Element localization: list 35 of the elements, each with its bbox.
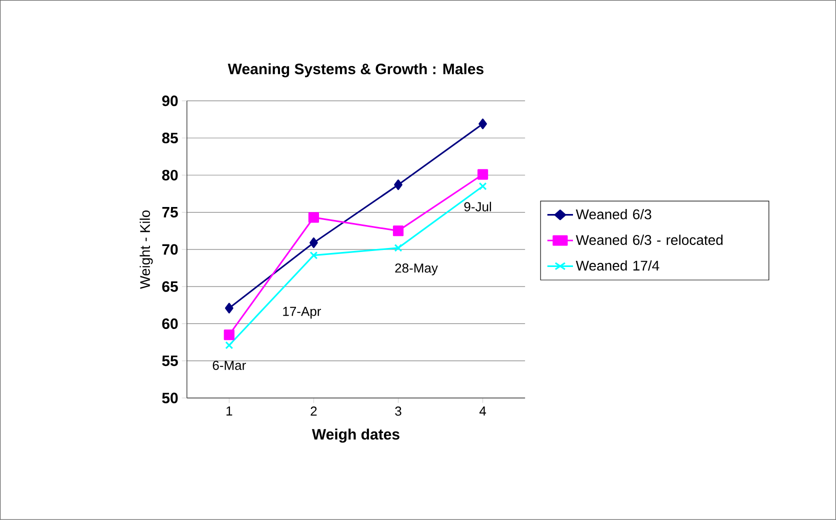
annotation: 6-Mar — [212, 360, 246, 370]
y-axis-title: Weight - Kilo — [140, 210, 153, 290]
annotation: 9-Jul — [464, 202, 491, 212]
point — [394, 180, 402, 190]
x-axis-title: Weigh dates — [312, 428, 400, 443]
chart-title: Weaning Systems & Growth : Males — [228, 63, 484, 78]
y-tick-label: 75 — [162, 207, 178, 218]
point — [224, 302, 234, 314]
y-tick-label: 85 — [162, 132, 178, 144]
x-tick-label: 2 — [310, 406, 317, 416]
point — [308, 212, 320, 223]
y-tick-label: 60 — [162, 318, 178, 330]
point — [392, 226, 404, 236]
annotation: 17-Apr — [283, 307, 321, 319]
y-tick-label: 80 — [162, 170, 178, 181]
point — [310, 251, 318, 260]
x-tick-label: 4 — [479, 406, 486, 416]
y-tick-label: 55 — [162, 356, 178, 366]
legend-label: Weaned 6/3 - relocated — [576, 234, 723, 246]
point — [225, 341, 234, 350]
x-tick-label: 3 — [395, 406, 402, 416]
legend-label: Weaned 17/4 — [576, 260, 660, 271]
annotation: 28-May — [395, 264, 438, 276]
y-tick-label: 70 — [162, 244, 178, 255]
y-tick-label: 65 — [162, 281, 178, 292]
point — [310, 238, 318, 248]
x-tick-label: 1 — [226, 406, 232, 416]
point — [394, 244, 402, 252]
point — [478, 182, 487, 190]
y-tick-label: 50 — [162, 392, 178, 404]
point — [224, 330, 234, 340]
point — [477, 169, 488, 180]
legend-label: Weaned 6/3 — [576, 209, 652, 220]
point — [478, 118, 487, 130]
y-tick-label: 90 — [162, 96, 178, 106]
